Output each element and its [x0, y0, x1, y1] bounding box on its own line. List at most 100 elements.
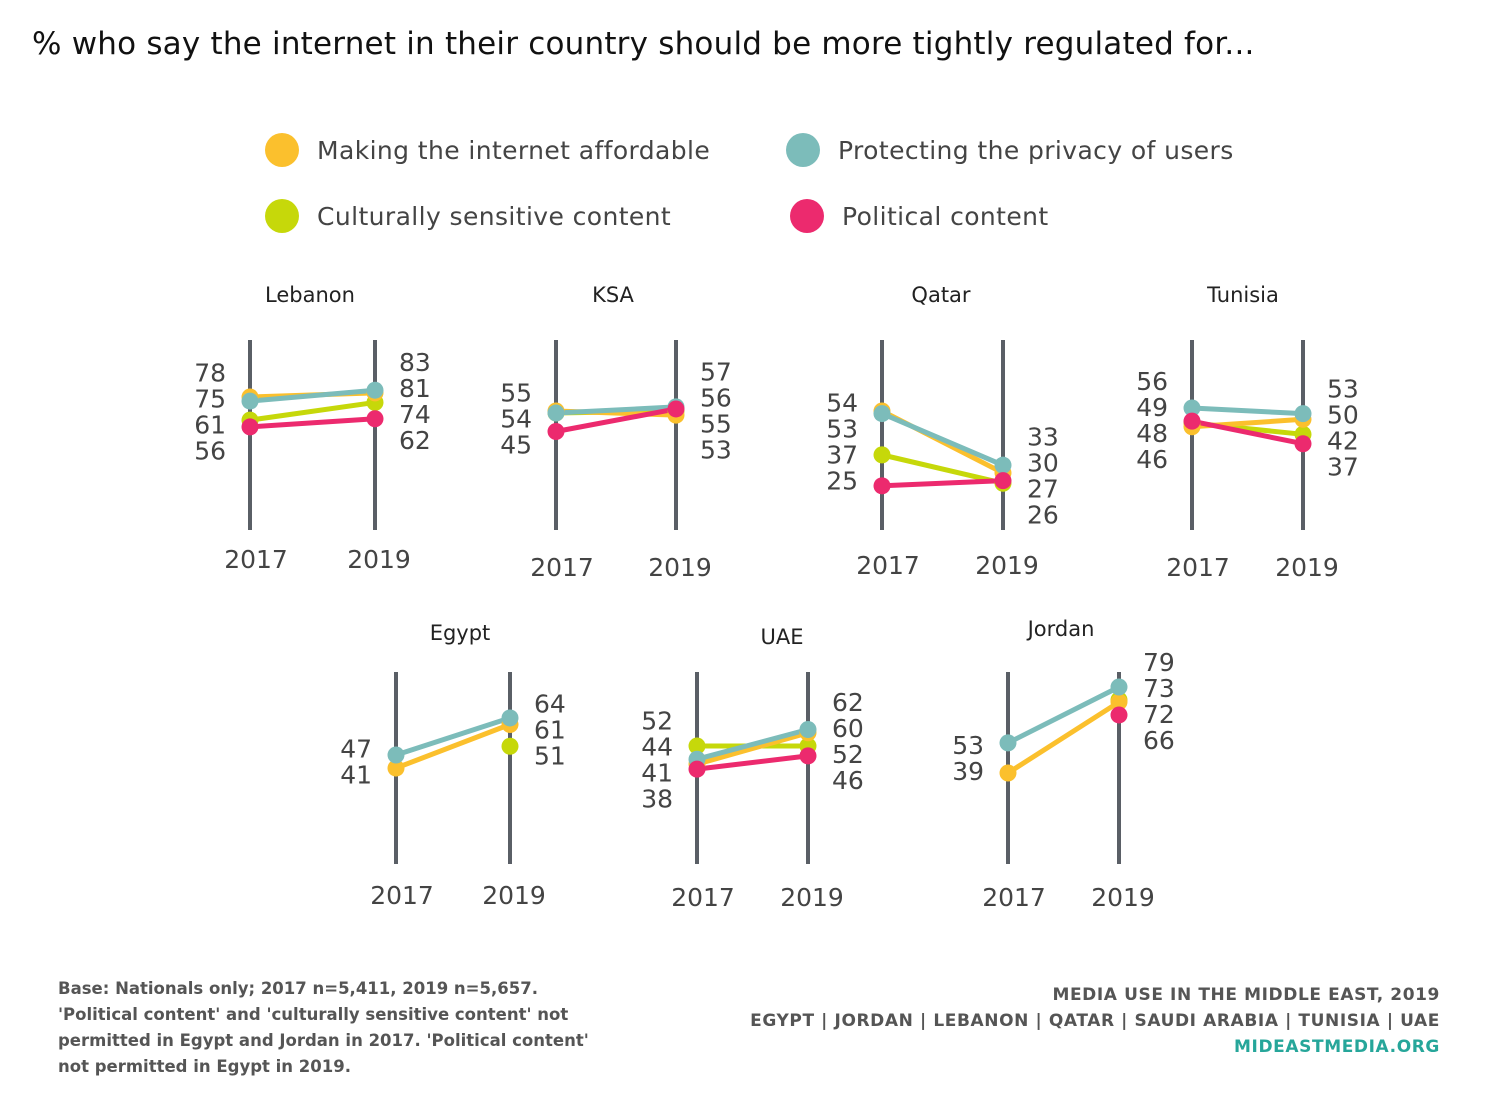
data-point-qatar-3-2017 [873, 477, 891, 495]
x-tick-label-tunisia-2017: 2017 [1166, 553, 1230, 582]
data-point-jordan-0-2019 [1110, 693, 1128, 711]
footnote: Base: Nationals only; 2017 n=5,411, 2019… [58, 976, 658, 1080]
data-point-uae-3-2019 [799, 747, 817, 765]
panel-title-jordan: Jordan [1026, 617, 1095, 641]
series-line-tunisia-1 [1189, 405, 1306, 417]
value-label-uae-2017: 44 [641, 733, 673, 762]
legend-item-privacy: Protecting the privacy of users [786, 133, 1234, 167]
panel-title-qatar: Qatar [911, 283, 971, 307]
series-line-egypt-0 [393, 721, 513, 771]
value-label-lebanon-2019: 74 [399, 400, 431, 429]
data-point-qatar-1-2019 [994, 456, 1012, 474]
data-point-jordan-1-2019 [1110, 678, 1128, 696]
x-tick-label-qatar-2017: 2017 [856, 551, 920, 580]
x-tick-label-jordan-2019: 2019 [1091, 883, 1155, 912]
series-line-qatar-1 [879, 411, 1006, 468]
x-tick-label-lebanon-2017: 2017 [224, 545, 288, 574]
data-point-qatar-3-2019 [994, 472, 1012, 490]
x-tick-label-qatar-2019: 2019 [975, 551, 1039, 580]
legend-item-affordable: Making the internet affordable [265, 133, 710, 167]
series-line-qatar-3 [879, 478, 1006, 489]
legend-swatch-political [790, 199, 824, 233]
value-label-qatar-2019: 33 [1027, 423, 1059, 452]
data-point-lebanon-1-2019 [366, 381, 384, 399]
value-label-lebanon-2017: 78 [194, 358, 226, 387]
value-label-lebanon-2017: 61 [194, 410, 226, 439]
panel-title-lebanon: Lebanon [265, 283, 355, 307]
source-countries: EGYPT | JORDAN | LEBANON | QATAR | SAUDI… [750, 1011, 1440, 1031]
value-label-uae-2017: 38 [641, 785, 673, 814]
x-tick-label-egypt-2017: 2017 [370, 881, 434, 910]
x-tick-label-lebanon-2019: 2019 [347, 545, 411, 574]
value-label-ksa-2019: 56 [700, 383, 732, 412]
data-point-uae-3-2017 [688, 760, 706, 778]
value-label-ksa-2017: 45 [500, 431, 532, 460]
value-label-uae-2019: 46 [832, 766, 864, 795]
data-point-ksa-3-2017 [547, 423, 565, 440]
value-label-lebanon-2019: 81 [399, 374, 431, 403]
x-tick-label-tunisia-2019: 2019 [1275, 553, 1339, 582]
x-tick-label-ksa-2017: 2017 [530, 553, 594, 582]
legend-item-political: Political content [790, 199, 1049, 233]
value-label-tunisia-2017: 56 [1136, 367, 1168, 396]
value-label-tunisia-2019: 37 [1327, 453, 1359, 482]
source-block: MEDIA USE IN THE MIDDLE EAST, 2019 EGYPT… [750, 982, 1440, 1060]
data-point-lebanon-3-2017 [241, 418, 259, 436]
source-title: MEDIA USE IN THE MIDDLE EAST, 2019 [1052, 985, 1440, 1005]
series-line-lebanon-3 [247, 416, 378, 430]
value-label-ksa-2017: 55 [500, 379, 532, 408]
data-point-ksa-1-2017 [547, 404, 565, 422]
value-label-qatar-2019: 30 [1027, 449, 1059, 478]
panel-title-uae: UAE [760, 625, 803, 649]
value-label-lebanon-2019: 62 [399, 426, 431, 455]
value-label-egypt-2019: 51 [534, 742, 566, 771]
value-label-lebanon-2017: 56 [194, 436, 226, 465]
value-label-tunisia-2017: 46 [1136, 445, 1168, 474]
data-point-tunisia-3-2017 [1183, 412, 1201, 430]
x-tick-label-uae-2019: 2019 [780, 883, 844, 912]
value-label-egypt-2017: 41 [340, 761, 372, 790]
legend: Making the internet affordable Protectin… [0, 0, 1500, 260]
series-line-uae-3 [694, 753, 811, 772]
x-tick-label-ksa-2019: 2019 [648, 553, 712, 582]
value-label-lebanon-2019: 83 [399, 348, 431, 377]
data-point-lebanon-1-2017 [241, 392, 259, 410]
panel-title-tunisia: Tunisia [1206, 283, 1279, 307]
panel-title-ksa: KSA [592, 283, 634, 307]
legend-swatch-affordable [265, 133, 299, 167]
footnote-line: not permitted in Egypt in 2019. [58, 1057, 351, 1076]
data-point-ksa-3-2019 [667, 400, 685, 418]
legend-item-cultural: Culturally sensitive content [265, 199, 671, 233]
value-label-egypt-2019: 61 [534, 716, 566, 745]
series-line-uae-0 [694, 730, 811, 767]
value-label-jordan-2017: 39 [952, 757, 984, 786]
data-point-uae-2-2017 [688, 737, 706, 755]
x-tick-label-uae-2017: 2017 [671, 883, 735, 912]
data-point-uae-1-2019 [799, 721, 817, 738]
series-line-qatar-2 [879, 452, 1006, 486]
value-label-tunisia-2019: 42 [1327, 427, 1359, 456]
value-label-tunisia-2019: 53 [1327, 375, 1359, 404]
value-label-egypt-2017: 47 [340, 735, 372, 764]
value-label-ksa-2019: 53 [700, 435, 732, 464]
value-label-ksa-2019: 57 [700, 357, 732, 386]
value-label-qatar-2017: 37 [826, 440, 858, 469]
value-label-ksa-2017: 54 [500, 405, 532, 434]
legend-label-political: Political content [842, 201, 1049, 231]
data-point-qatar-2-2017 [873, 446, 891, 464]
data-point-tunisia-3-2019 [1294, 435, 1312, 453]
series-line-jordan-0 [1005, 699, 1122, 776]
legend-label-cultural: Culturally sensitive content [317, 201, 672, 231]
data-point-jordan-3-2019 [1110, 706, 1128, 724]
value-label-qatar-2017: 54 [826, 388, 858, 417]
data-point-lebanon-3-2019 [366, 410, 384, 428]
x-tick-label-jordan-2017: 2017 [982, 883, 1046, 912]
data-point-egypt-1-2019 [501, 709, 519, 727]
value-label-egypt-2019: 64 [534, 690, 566, 719]
source-website-link[interactable]: MIDEASTMEDIA.ORG [1234, 1037, 1440, 1057]
series-line-lebanon-1 [247, 387, 378, 404]
footnote-line: Base: Nationals only; 2017 n=5,411, 2019… [58, 979, 538, 998]
data-point-qatar-1-2017 [873, 405, 891, 423]
value-label-jordan-2019: 72 [1143, 700, 1175, 729]
